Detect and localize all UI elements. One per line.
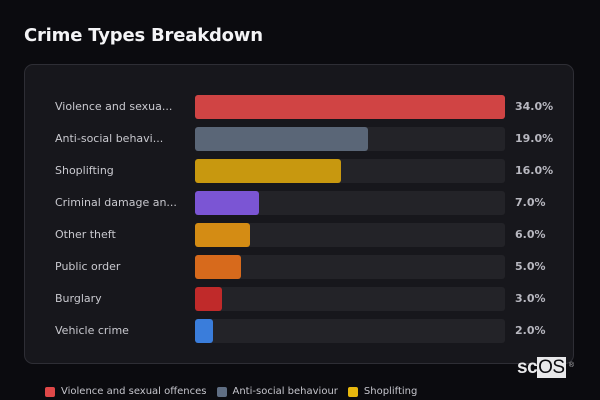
value-label: 2.0% [515, 324, 546, 337]
chart-row: Shoplifting 16.0% [25, 159, 573, 183]
legend-label: Violence and sexual offences [61, 386, 207, 397]
value-label: 5.0% [515, 260, 546, 273]
category-label: Criminal damage an... [55, 196, 177, 209]
legend-label: Shoplifting [363, 386, 418, 397]
logo-boxed: OS [537, 357, 566, 378]
legend-label: Anti-social behaviour [232, 386, 338, 397]
bar-track [195, 191, 505, 215]
bar-track [195, 159, 505, 183]
category-label: Public order [55, 260, 121, 273]
bar[interactable] [195, 223, 250, 247]
bar-track [195, 223, 505, 247]
chart-row: Vehicle crime 2.0% [25, 319, 573, 343]
value-label: 16.0% [515, 164, 554, 177]
bar[interactable] [195, 319, 214, 343]
bar[interactable] [195, 95, 505, 119]
bar-track [195, 287, 505, 311]
chart-row: Violence and sexua... 34.0% [25, 95, 573, 119]
logo-prefix: sc [517, 357, 538, 378]
watermark-logo: scOS ® [517, 357, 574, 378]
bar[interactable] [195, 159, 341, 183]
chart-legend: Violence and sexual offences Anti-social… [45, 386, 417, 397]
value-label: 6.0% [515, 228, 546, 241]
chart-row: Public order 5.0% [25, 255, 573, 279]
legend-swatch-icon [347, 386, 358, 397]
value-label: 19.0% [515, 132, 554, 145]
legend-swatch-icon [216, 386, 227, 397]
chart-row: Anti-social behavi... 19.0% [25, 127, 573, 151]
value-label: 3.0% [515, 292, 546, 305]
chart-card: Violence and sexua... 34.0% Anti-social … [24, 64, 574, 364]
bar-track [195, 127, 505, 151]
bar-track [195, 95, 505, 119]
chart-row: Other theft 6.0% [25, 223, 573, 247]
legend-swatch-icon [45, 386, 55, 397]
category-label: Vehicle crime [55, 324, 129, 337]
page-title: Crime Types Breakdown [24, 25, 263, 46]
value-label: 34.0% [515, 100, 554, 113]
bar[interactable] [195, 191, 259, 215]
legend-item[interactable]: Violence and sexual offences [45, 386, 207, 397]
category-label: Shoplifting [55, 164, 114, 177]
category-label: Burglary [55, 292, 102, 305]
category-label: Other theft [55, 228, 116, 241]
bar[interactable] [195, 255, 241, 279]
bar[interactable] [195, 127, 369, 151]
bar-track [195, 319, 505, 343]
bar[interactable] [195, 287, 223, 311]
legend-item[interactable]: Anti-social behaviour [216, 386, 338, 397]
registered-mark: ® [568, 362, 574, 369]
value-label: 7.0% [515, 196, 546, 209]
category-label: Anti-social behavi... [55, 132, 164, 145]
legend-item[interactable]: Shoplifting [347, 386, 418, 397]
bar-track [195, 255, 505, 279]
chart-row: Criminal damage an... 7.0% [25, 191, 573, 215]
chart-row: Burglary 3.0% [25, 287, 573, 311]
category-label: Violence and sexua... [55, 100, 173, 113]
